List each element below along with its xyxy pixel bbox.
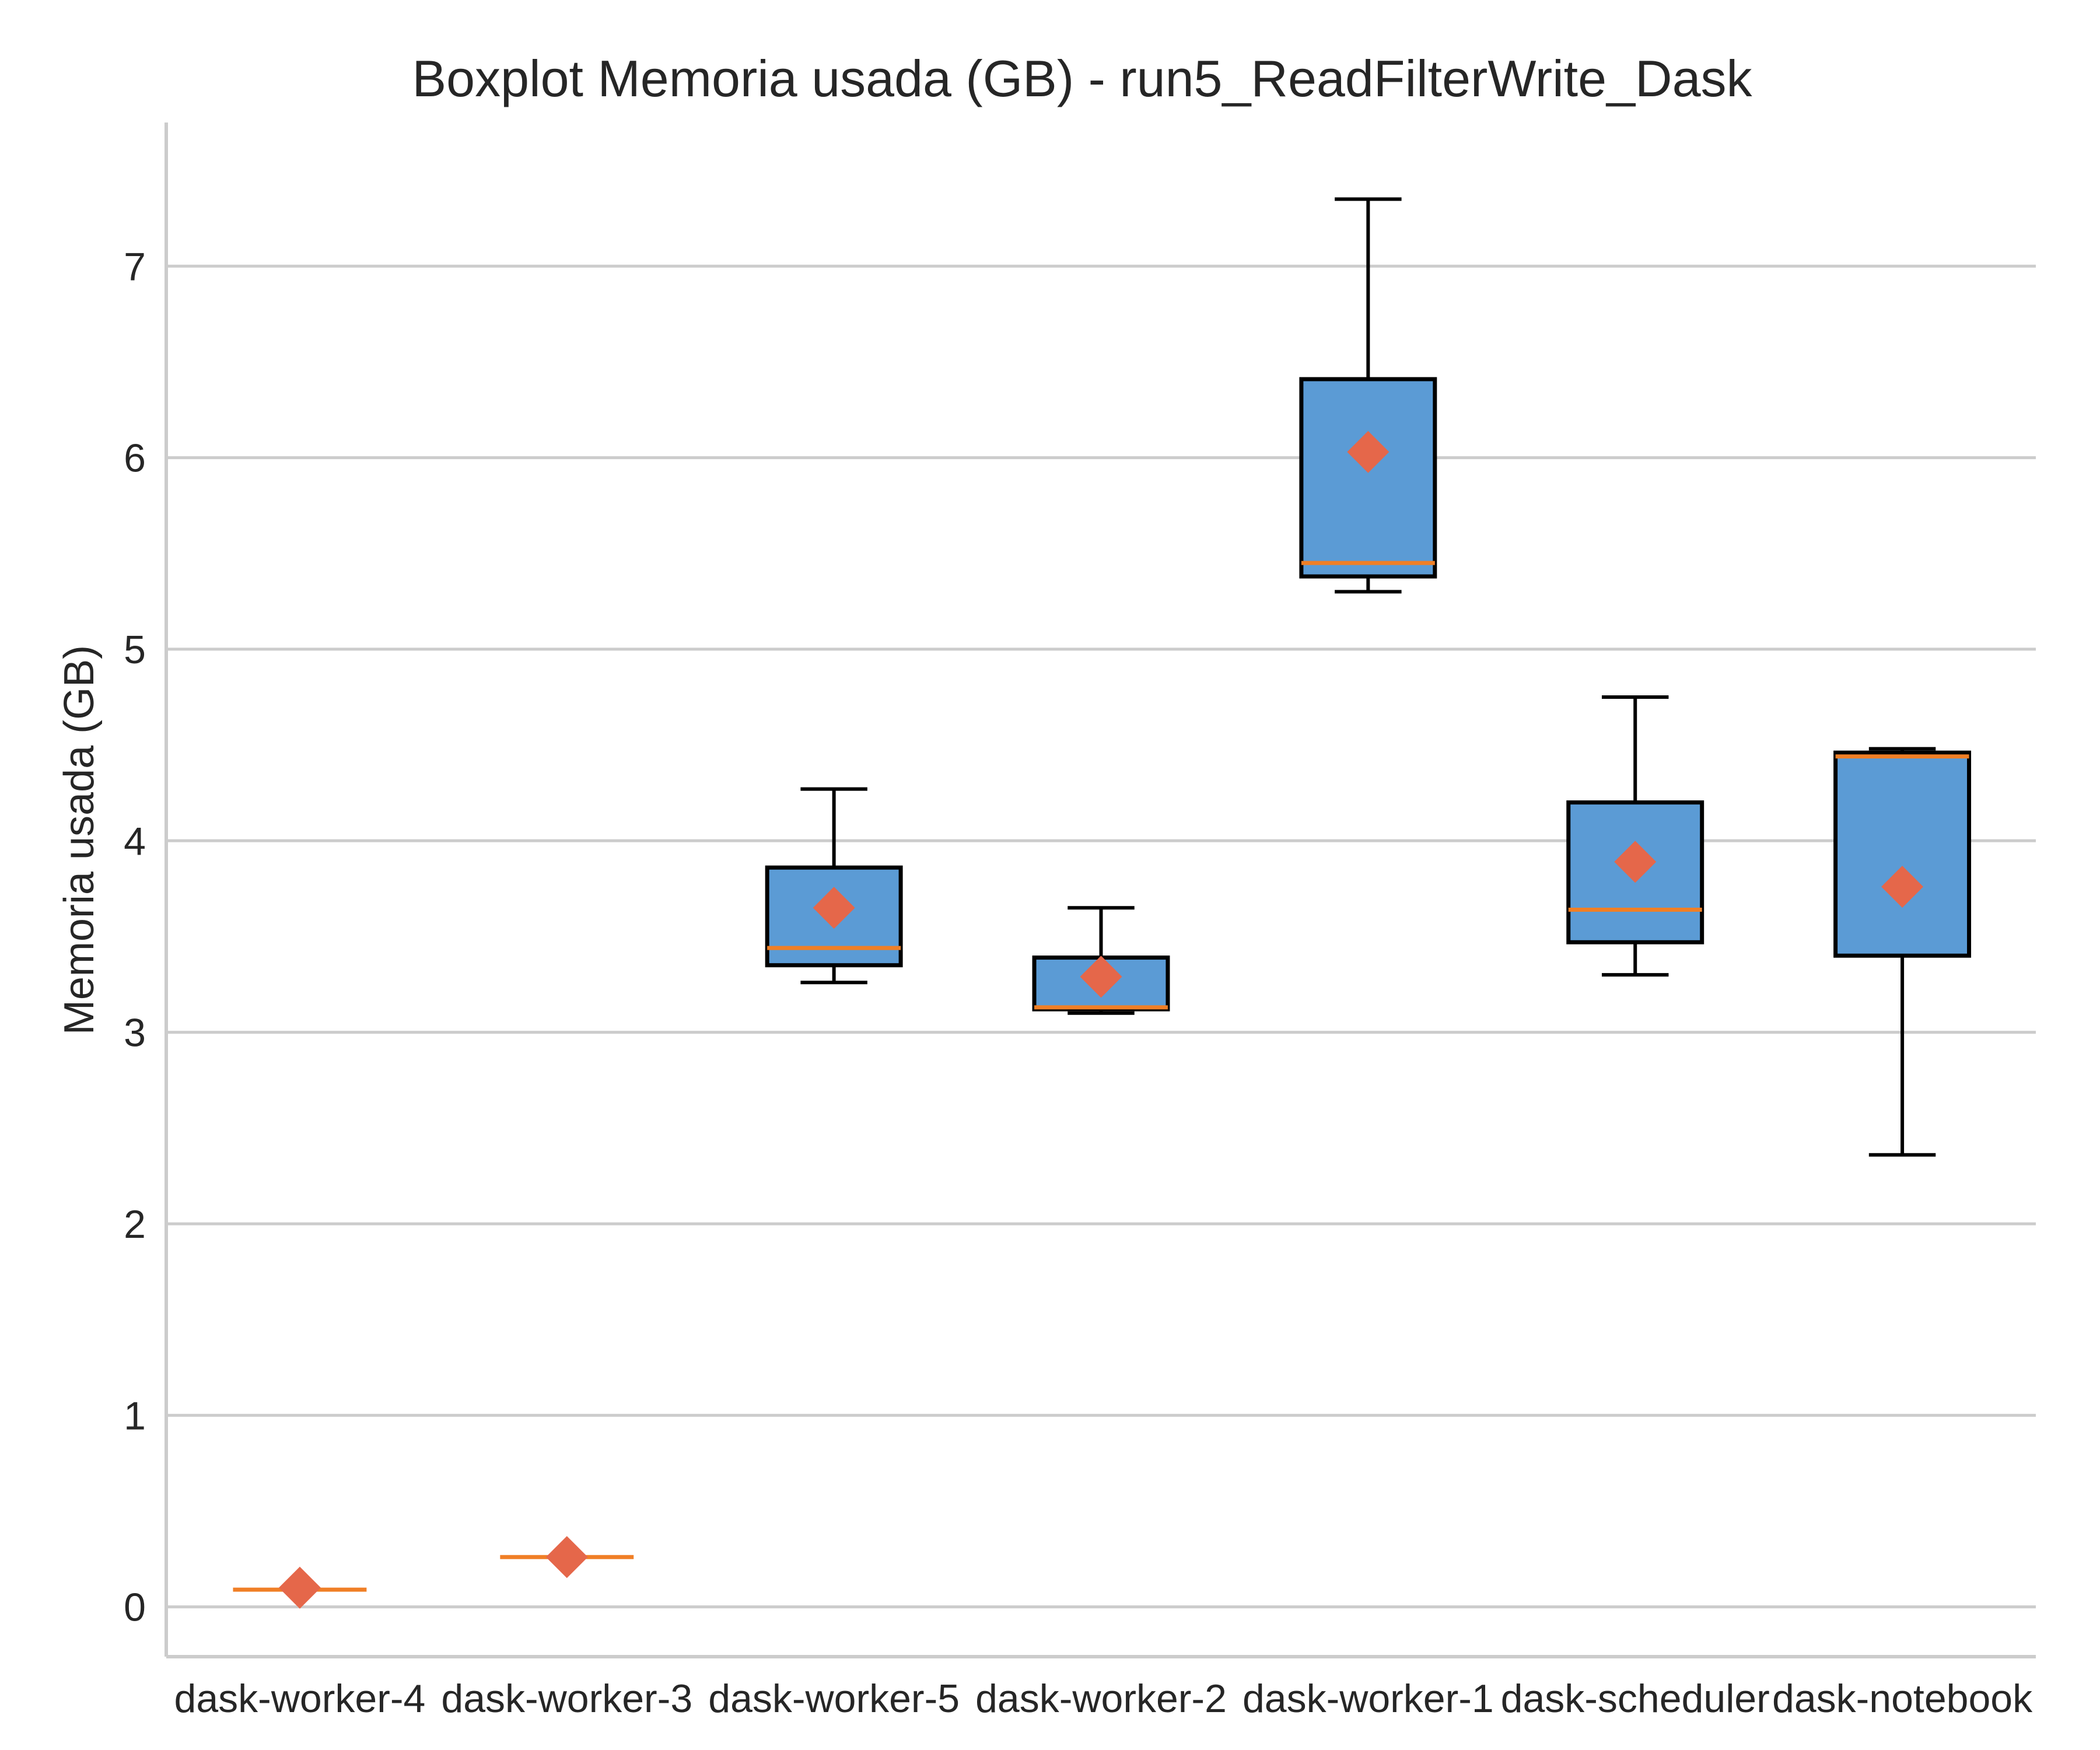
box-group [1833, 747, 1972, 1157]
x-tick-label: dask-worker-5 [708, 1676, 960, 1721]
mean-marker [1614, 841, 1657, 883]
y-tick-label: 4 [124, 819, 146, 863]
x-tick-label: dask-worker-1 [1242, 1676, 1494, 1721]
y-tick-label: 7 [124, 244, 146, 289]
x-tick-label: dask-worker-4 [174, 1676, 426, 1721]
tick-labels-layer: 0 1 2 3 4 5 6 7 dask-worker-4 dask-worker-3 dask-w… [124, 244, 2033, 1721]
y-tick-label: 3 [124, 1011, 146, 1055]
y-tick-label: 0 [124, 1586, 146, 1630]
mean-marker [545, 1536, 588, 1578]
box-iqr [1299, 377, 1437, 579]
x-tick-label: dask-worker-3 [441, 1676, 692, 1721]
x-tick-label: dask-worker-2 [975, 1676, 1227, 1721]
mean-marker [1347, 430, 1390, 473]
box-group [233, 1566, 367, 1609]
y-axis-label: Memoria usada (GB) [56, 645, 103, 1035]
y-tick-label: 2 [124, 1202, 146, 1247]
boxes-layer [233, 197, 1972, 1609]
box-group [1032, 906, 1170, 1015]
mean-marker [1080, 956, 1122, 998]
x-tick-label: dask-notebook [1772, 1676, 2033, 1721]
mean-marker [813, 887, 855, 929]
box-group [1299, 197, 1437, 594]
y-tick-label: 6 [124, 436, 146, 481]
grid-layer [166, 264, 2036, 1609]
chart-title: Boxplot Memoria usada (GB) - run5_ReadFi… [412, 50, 1752, 107]
y-tick-label: 1 [124, 1394, 146, 1438]
y-tick-label: 5 [124, 628, 146, 672]
x-tick-label: dask-scheduler [1501, 1676, 1770, 1721]
box-group [1566, 695, 1704, 977]
box-iqr [1833, 750, 1972, 958]
mean-marker [278, 1566, 321, 1609]
box-group [765, 787, 903, 985]
mean-marker [1881, 866, 1924, 908]
box-group [500, 1536, 634, 1578]
